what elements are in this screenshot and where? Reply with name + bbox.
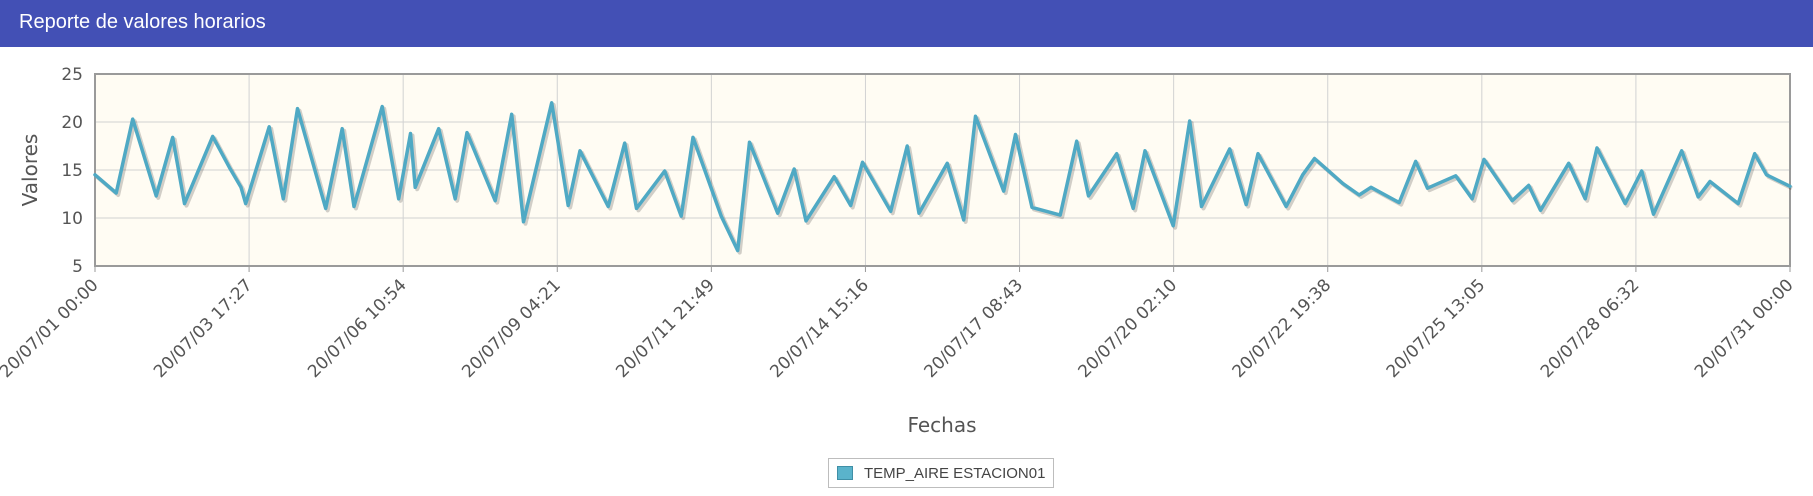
x-tick-label: 20/07/28 06:32	[1537, 275, 1644, 382]
legend-swatch	[837, 466, 853, 480]
report-header: Reporte de valores horarios	[0, 0, 1813, 47]
x-tick-label: 20/07/09 04:21	[458, 275, 565, 382]
x-tick-label: 20/07/22 19:38	[1229, 275, 1336, 382]
plot-border	[94, 73, 1791, 267]
x-tick-label: 20/07/03 17:27	[150, 275, 257, 382]
x-tick-label: 20/07/14 15:16	[766, 275, 873, 382]
y-tick-label: 20	[61, 113, 83, 133]
x-tick-label: 20/07/01 00:00	[0, 275, 103, 382]
y-tick-label: 5	[72, 257, 83, 277]
x-tick-label: 20/07/31 00:00	[1691, 275, 1798, 382]
x-axis-ticks: 20/07/01 00:00 20/07/03 17:27 20/07/06 10:…	[0, 275, 1798, 382]
series-group	[93, 101, 1793, 255]
x-tick-label: 20/07/25 13:05	[1383, 275, 1490, 382]
legend-label: TEMP_AIRE ESTACION01	[864, 465, 1046, 482]
chart-legend[interactable]: TEMP_AIRE ESTACION01	[828, 458, 1054, 488]
y-tick-label: 10	[61, 209, 83, 229]
x-axis-title: Fechas	[907, 413, 976, 437]
x-tick-label: 20/07/20 02:10	[1075, 275, 1182, 382]
x-tick-label: 20/07/11 21:49	[612, 275, 719, 382]
report-title: Reporte de valores horarios	[19, 11, 266, 33]
y-tick-label: 25	[61, 65, 83, 85]
x-tick-label: 20/07/17 08:43	[920, 275, 1027, 382]
x-tick-label: 20/07/06 10:54	[304, 275, 411, 382]
y-axis-ticks: 5 10 15 20 25	[61, 65, 83, 277]
y-axis-title: Valores	[18, 134, 42, 207]
y-tick-label: 15	[61, 161, 83, 181]
